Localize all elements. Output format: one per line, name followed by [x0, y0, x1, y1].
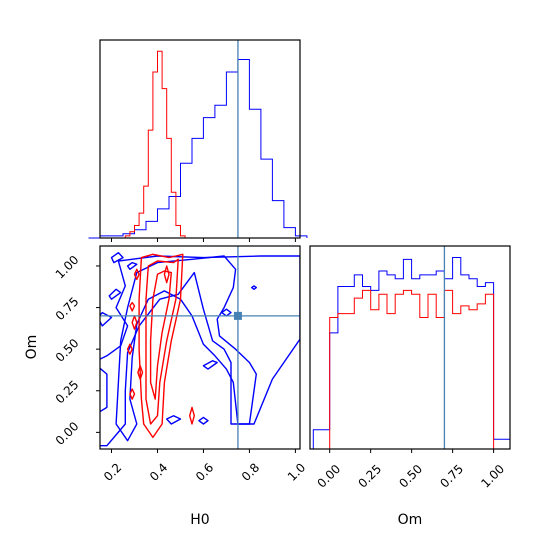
panel-frame-contour — [99, 245, 301, 450]
contour-line-12 — [145, 258, 179, 425]
contour-ytick-label-3: 0.75 — [53, 294, 82, 323]
contour-xtick-label-3: 0.8 — [239, 460, 262, 483]
hist-Om-xtick-label-3: 0.75 — [437, 462, 466, 491]
contour-xtick-label-0: 0.2 — [101, 460, 124, 483]
contour-xtick-label-1: 0.4 — [147, 460, 170, 483]
hist-Om-xtick-label-0: 0.00 — [314, 462, 343, 491]
contour-y-ticks: 0.00 0.25 0.50 0.75 1.00 — [53, 253, 100, 448]
contour-line-7 — [221, 308, 232, 317]
contour-line-15 — [126, 343, 133, 355]
contour-line-2 — [108, 288, 122, 300]
contour-line-13 — [149, 270, 172, 400]
y-axis-label-Om: Om — [24, 335, 40, 360]
hist-Om-xtick-label-4: 1.00 — [478, 462, 507, 491]
contour-ytick-label-2: 0.50 — [53, 336, 82, 365]
histogram-H0-series-0 — [88, 59, 308, 239]
contour-line-9 — [166, 415, 182, 425]
contour-series — [100, 252, 300, 447]
contour-xtick-label-2: 0.6 — [193, 460, 216, 483]
hist-Om-xtick-label-1: 0.25 — [355, 462, 384, 491]
contour-line-19 — [133, 268, 140, 280]
contour-line-17 — [137, 365, 144, 380]
histogram-panel-Om: 0.00 0.25 0.50 0.75 1.00 Om — [309, 245, 511, 528]
contour-line-4 — [126, 261, 138, 270]
histogram-Om-x-ticks: 0.00 0.25 0.50 0.75 1.00 — [314, 449, 507, 491]
contour-line-3 — [110, 252, 124, 264]
hist-Om-xtick-label-2: 0.50 — [396, 462, 425, 491]
contour-line-16 — [129, 301, 136, 312]
contour-line-20 — [189, 406, 195, 425]
histogram-panel-H0 — [88, 39, 308, 242]
contour-ytick-label-4: 1.00 — [53, 253, 82, 282]
histogram-Om-series-0 — [312, 257, 511, 449]
contour-x-ticks: 0.2 0.4 0.6 0.8 1.0 — [101, 449, 308, 484]
contour-line-18 — [129, 388, 136, 400]
contour-line-0 — [100, 255, 300, 447]
panel-frame-hist-H0 — [99, 39, 301, 239]
histogram-H0-series-1 — [124, 50, 186, 238]
x-axis-label-H0: H0 — [190, 512, 209, 528]
histogram-H0-ticks — [110, 238, 296, 242]
contour-line-6 — [198, 416, 209, 425]
x-axis-label-Om: Om — [398, 512, 423, 528]
contour-ytick-label-0: 0.00 — [53, 419, 82, 448]
contour-panel-H0-Om: 0.2 0.4 0.6 0.8 1.0 0.000.250.500.751.00 H0 … — [24, 245, 308, 528]
panel-frame-hist-Om — [309, 245, 511, 450]
histogram-H0-series — [88, 50, 308, 239]
histogram-Om-series — [312, 257, 511, 449]
histogram-Om-series-1 — [329, 289, 495, 449]
truth-point-marker — [233, 311, 242, 320]
contour-line-1 — [202, 360, 218, 370]
contour-line-11 — [138, 253, 184, 439]
contour-line-8 — [251, 285, 257, 290]
contour-line-21 — [163, 265, 170, 284]
contour-line-10 — [115, 255, 257, 442]
contour-ytick-label-1: 0.25 — [53, 378, 82, 407]
contour-xtick-label-4: 1.0 — [285, 460, 308, 483]
